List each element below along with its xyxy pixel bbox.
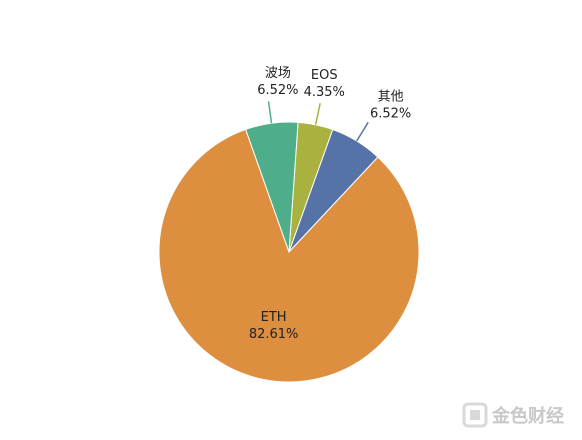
slice-value-label: 82.61% <box>249 327 299 342</box>
leader-line <box>314 103 321 125</box>
slice-value-label: 6.52% <box>370 107 411 122</box>
watermark: 金色财经 <box>491 405 564 427</box>
pie-slice <box>158 128 420 383</box>
leader-line <box>356 121 369 142</box>
slice-value-label: 4.35% <box>304 85 345 100</box>
slice-label: 其他 <box>378 90 404 105</box>
watermark-logo <box>462 402 488 428</box>
leader-line <box>267 101 273 124</box>
slice-value-label: 6.52% <box>257 83 298 98</box>
slice-label: EOS <box>311 68 338 83</box>
slice-label: ETH <box>261 310 287 325</box>
slice-label: 波场 <box>265 66 291 81</box>
